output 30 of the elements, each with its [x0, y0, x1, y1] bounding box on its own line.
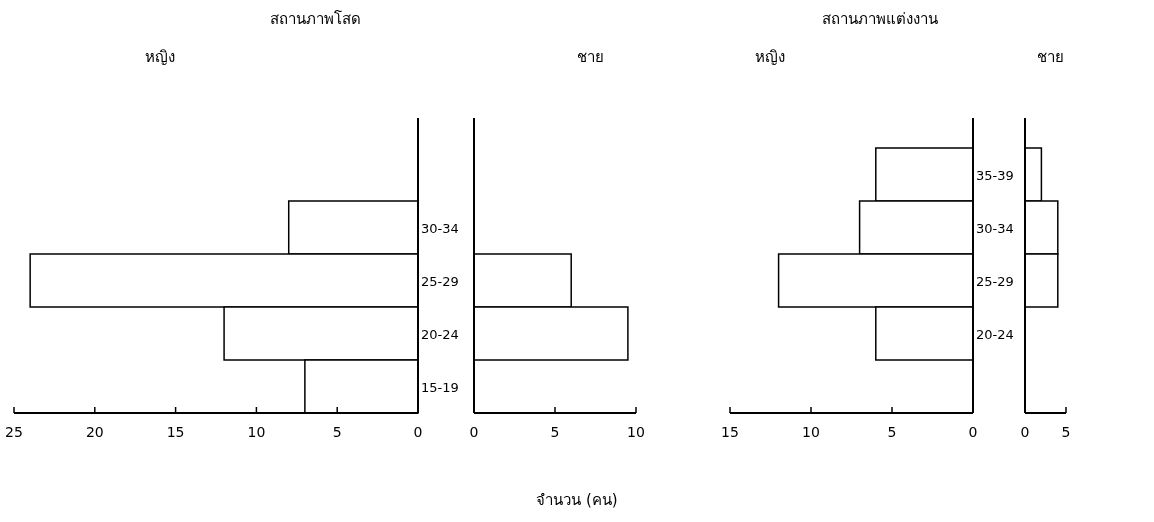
- y-tick-label: 30-34: [421, 220, 459, 236]
- x-tick-label: 10: [627, 424, 645, 440]
- chart-subtitle: ชาย: [576, 48, 604, 66]
- y-tick-label: 25-29: [976, 273, 1014, 289]
- chart-subtitle: หญิง: [755, 48, 785, 66]
- y-tick-label: 15-19: [421, 379, 459, 395]
- x-tick-label: 15: [721, 424, 739, 440]
- x-tick-label: 0: [1020, 424, 1030, 440]
- chart-subtitle: หญิง: [145, 48, 175, 66]
- x-tick-label: 25: [5, 424, 23, 440]
- chart-subtitle: ชาย: [1036, 48, 1064, 66]
- x-axis-title: จำนวน (คน): [536, 491, 618, 509]
- x-tick-label: 10: [247, 424, 266, 440]
- y-tick-label: 25-29: [421, 273, 459, 289]
- x-tick-label: 15: [166, 424, 185, 440]
- x-tick-label: 0: [968, 424, 978, 440]
- x-tick-label: 0: [413, 424, 423, 440]
- chart-title: สถานภาพโสด: [269, 10, 361, 28]
- y-tick-label: 20-24: [976, 326, 1014, 342]
- x-tick-label: 5: [332, 424, 342, 440]
- y-tick-label: 30-34: [976, 220, 1014, 236]
- x-tick-label: 10: [802, 424, 820, 440]
- x-tick-label: 5: [550, 424, 560, 440]
- y-tick-label: 20-24: [421, 326, 459, 342]
- x-tick-label: 5: [887, 424, 897, 440]
- y-tick-label: 35-39: [976, 167, 1014, 183]
- x-tick-label: 20: [85, 424, 104, 440]
- x-tick-label: 0: [469, 424, 479, 440]
- x-tick-label: 5: [1061, 424, 1071, 440]
- chart-title: สถานภาพแต่งงาน: [822, 10, 938, 28]
